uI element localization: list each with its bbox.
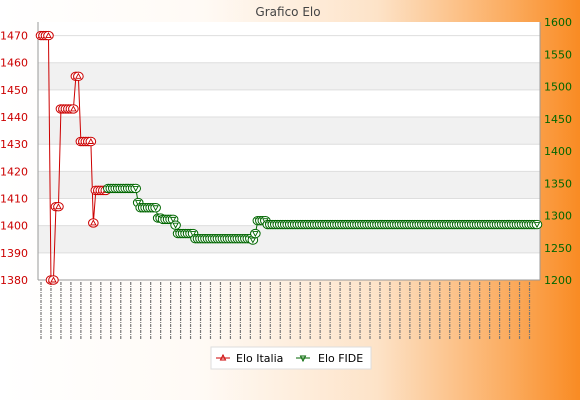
data-point-marker [45, 32, 52, 39]
legend-item-elo-fide: Elo FIDE [296, 352, 363, 365]
right-tick-label: 1300 [544, 210, 572, 223]
chart-title: Grafico Elo [255, 5, 320, 19]
series-elo-fide [102, 183, 543, 245]
left-tick-label: 1420 [0, 165, 28, 178]
legend-box [210, 346, 372, 370]
right-tick-label: 1250 [544, 242, 572, 255]
data-point-marker [70, 105, 77, 112]
grid-band [38, 225, 540, 253]
data-point-marker [533, 222, 541, 229]
data-point-marker [189, 231, 197, 238]
right-y-axis: 1200 1250 1300 1350 1400 1450 1500 1550 1600 [539, 16, 572, 287]
data-point-marker [134, 200, 142, 207]
right-tick-label: 1600 [544, 16, 572, 29]
left-tick-label: 1440 [0, 111, 28, 124]
left-tick-label: 1390 [0, 247, 28, 260]
right-tick-label: 1500 [544, 81, 572, 94]
left-tick-label: 1380 [0, 274, 28, 287]
grid-band [38, 62, 540, 90]
legend-label-elo-fide: Elo FIDE [318, 352, 363, 365]
data-point-marker [249, 237, 257, 244]
chart-legend: Elo Italia Elo FIDE [210, 346, 372, 370]
data-point-marker [55, 203, 62, 210]
right-tick-label: 1350 [544, 177, 572, 190]
right-tick-label: 1200 [544, 274, 572, 287]
data-point-marker [75, 72, 82, 79]
data-point-marker [252, 231, 259, 238]
data-point-marker [169, 216, 177, 223]
legend-item-elo-italia: Elo Italia [216, 352, 283, 365]
data-point-marker [50, 276, 57, 283]
left-tick-label: 1470 [0, 30, 28, 43]
data-point-marker [90, 219, 97, 226]
left-tick-label: 1410 [0, 193, 28, 206]
data-point-marker [87, 137, 95, 144]
x-axis [38, 279, 540, 340]
legend-marker-elo-fide [299, 355, 307, 363]
legend-marker-elo-italia [219, 353, 227, 361]
left-tick-label: 1430 [0, 138, 28, 151]
left-y-axis: 1380 1390 1400 1410 1420 1430 1440 1450 1460 1470 [0, 22, 39, 287]
right-tick-label: 1400 [544, 145, 572, 158]
grid-band [38, 117, 540, 145]
right-tick-label: 1450 [544, 113, 572, 126]
left-tick-label: 1450 [0, 84, 28, 97]
series-elo-italia [35, 30, 112, 285]
legend-label-elo-italia: Elo Italia [236, 352, 283, 365]
left-tick-label: 1460 [0, 57, 28, 70]
plot-background [38, 22, 540, 280]
right-tick-label: 1550 [544, 48, 572, 61]
left-tick-label: 1400 [0, 220, 28, 233]
data-point-marker [172, 222, 179, 229]
data-point-marker [152, 205, 159, 212]
data-point-marker [132, 185, 139, 192]
